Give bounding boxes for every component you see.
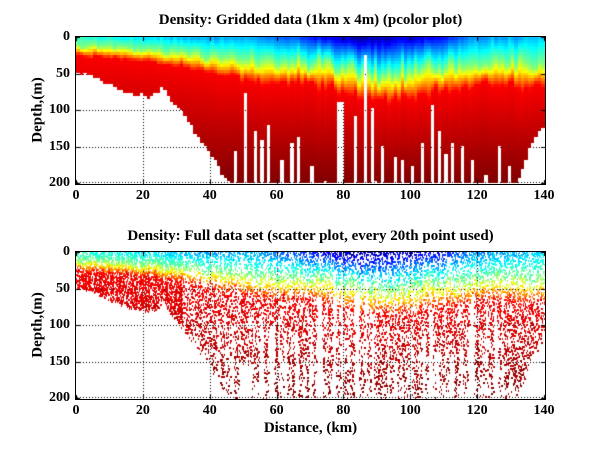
scatter-xtick-label: 60 [269,403,284,418]
pcolor-xtick-label: 140 [533,188,555,203]
scatter-xtick-label: 140 [533,403,555,418]
pcolor-ytick-label: 0 [63,29,70,44]
pcolor-xtick-label: 60 [269,188,284,203]
scatter-ytick-label: 150 [49,353,70,369]
scatter-ytick-label: 100 [49,317,70,332]
scatter-ytick-label: 0 [63,244,70,259]
pcolor-ytick-label: 200 [49,175,70,190]
scatter-xtick-label: 0 [72,403,80,418]
pcolor-xtick-label: 0 [72,188,80,203]
pcolor-xtick-label: 40 [202,188,217,203]
scatter-plot-canvas [75,251,546,400]
pcolor-xtick-label: 20 [135,188,150,203]
scatter-xtick-label: 40 [202,403,217,418]
scatter-plot-title: Density: Full data set (scatter plot, ev… [127,228,494,244]
scatter-xtick-label: 120 [466,403,488,418]
pcolor-ytick-label: 100 [49,102,70,117]
distance-xlabel: Distance, (km) [263,420,358,436]
scatter-xtick-label: 100 [399,403,421,418]
pcolor-plot-title: Density: Gridded data (1km x 4m) (pcolor… [158,12,463,28]
pcolor-plot-canvas [75,36,546,185]
pcolor-xtick-label: 80 [336,188,351,203]
scatter-ytick-label: 200 [49,390,70,405]
scatter-ytick-label: 50 [56,280,70,296]
pcolor-ytick-label: 50 [56,65,70,81]
pcolor-xtick-label: 100 [399,188,421,203]
pcolor-xtick-label: 120 [466,188,488,203]
scatter-xtick-label: 80 [336,403,351,418]
pcolor-ytick-label: 150 [49,138,70,154]
scatter-xtick-label: 20 [135,403,150,418]
